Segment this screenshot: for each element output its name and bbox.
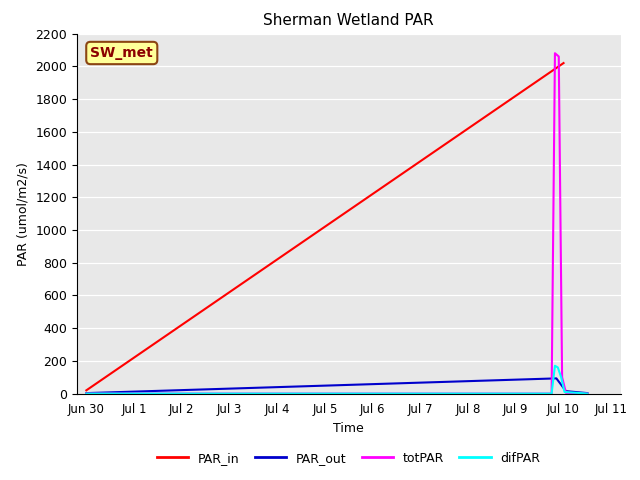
Y-axis label: PAR (umol/m2/s): PAR (umol/m2/s) <box>17 162 29 265</box>
Line: totPAR: totPAR <box>86 53 588 394</box>
difPAR <box>83 391 90 396</box>
PAR_out <box>584 390 591 396</box>
difPAR <box>548 391 556 396</box>
difPAR <box>554 364 562 370</box>
totPAR <box>555 54 563 60</box>
difPAR <box>557 374 565 380</box>
totPAR <box>551 50 559 56</box>
totPAR <box>83 391 90 396</box>
difPAR <box>561 389 568 395</box>
PAR_out <box>552 375 560 381</box>
totPAR <box>558 374 566 380</box>
totPAR <box>584 391 591 396</box>
Line: PAR_out: PAR_out <box>86 378 588 393</box>
Title: Sherman Wetland PAR: Sherman Wetland PAR <box>264 13 434 28</box>
difPAR <box>584 391 591 396</box>
PAR_out <box>562 388 570 394</box>
Text: SW_met: SW_met <box>90 46 153 60</box>
Line: difPAR: difPAR <box>86 366 588 394</box>
totPAR <box>562 390 570 396</box>
totPAR <box>548 391 556 396</box>
Legend: PAR_in, PAR_out, totPAR, difPAR: PAR_in, PAR_out, totPAR, difPAR <box>152 447 546 469</box>
X-axis label: Time: Time <box>333 422 364 435</box>
PAR_out <box>83 390 90 396</box>
difPAR <box>551 363 559 369</box>
